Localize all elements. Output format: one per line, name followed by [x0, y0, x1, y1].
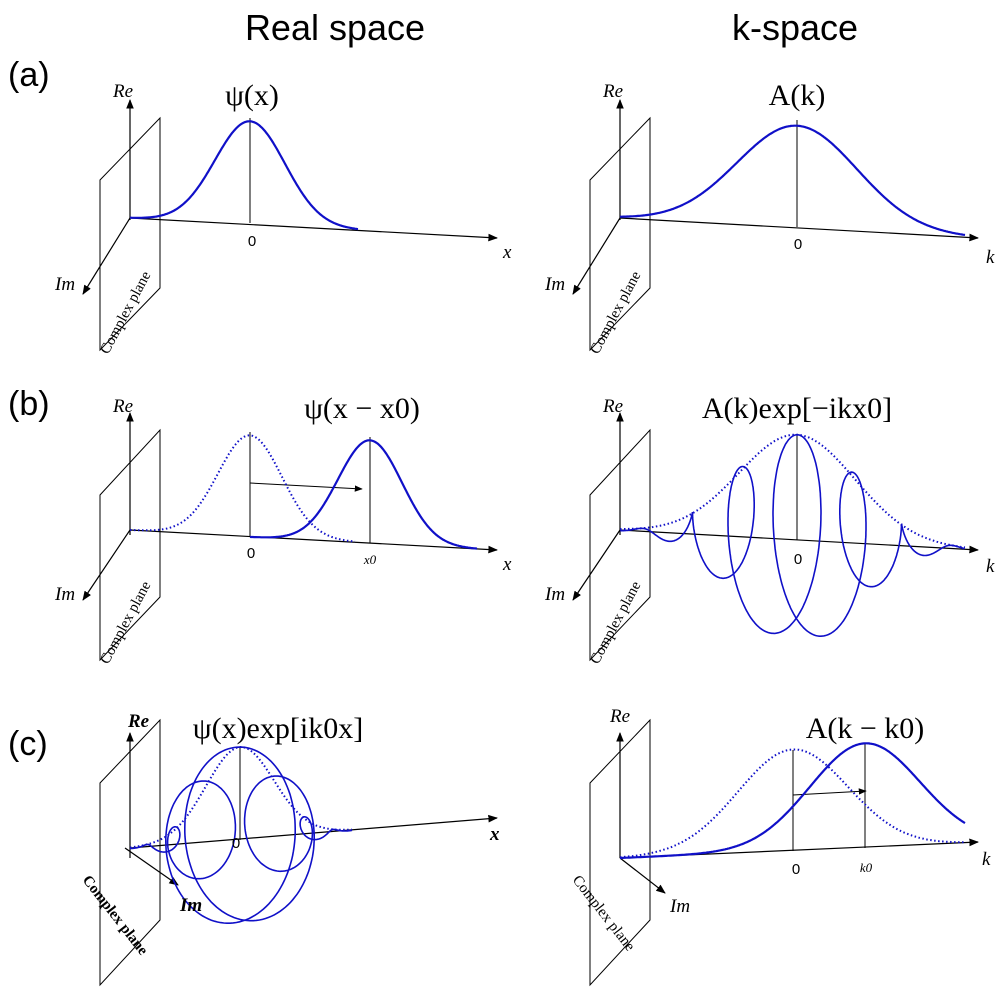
x-label: x [502, 242, 512, 263]
k0-tick: k0 [860, 860, 873, 875]
re-label: Re [602, 81, 623, 102]
panel-a-real-title: ψ(x) [225, 79, 279, 112]
complex-plane [589, 116, 651, 352]
panel-b-k: Re Im k 0 Complex plane A(k)exp[−ikx0] [544, 392, 995, 667]
re-label: Re [112, 81, 133, 102]
a-curve [620, 124, 966, 237]
panel-a-k: Re Im k 0 Complex plane A(k) [544, 79, 995, 357]
psi-curve [130, 120, 359, 231]
x-label: x [489, 824, 500, 845]
x-label: x [502, 554, 512, 575]
complex-plane [99, 428, 161, 662]
im-axis [82, 217, 131, 295]
im-axis [619, 857, 666, 894]
k-space-header: k-space [732, 7, 858, 48]
complex-plane [589, 718, 651, 987]
panel-a-k-title: A(k) [769, 79, 826, 112]
im-label: Im [179, 895, 202, 916]
im-axis [572, 529, 621, 601]
re-label: Re [609, 706, 630, 727]
spiral-curve [620, 433, 965, 637]
im-axis [124, 847, 179, 886]
panel-b-k-title: A(k)exp[−ikx0] [702, 392, 892, 425]
re-label: Re [602, 396, 623, 417]
panel-c-k-title: A(k − k0) [806, 712, 925, 745]
zero-tick: 0 [794, 551, 802, 568]
complex-plane-label: Complex plane [97, 579, 154, 667]
zero-tick: 0 [792, 861, 800, 878]
zero-tick: 0 [247, 545, 255, 562]
im-label: Im [544, 274, 565, 295]
zero-tick: 0 [248, 233, 256, 250]
shifted-packet-curve [620, 742, 966, 860]
zero-tick: 0 [232, 835, 240, 852]
k-axis [619, 217, 979, 242]
x-axis [129, 217, 498, 242]
panel-label-c: (c) [8, 725, 48, 763]
im-label: Im [54, 584, 75, 605]
im-axis [572, 217, 621, 295]
re-label: Re [112, 396, 133, 417]
im-label: Im [544, 584, 565, 605]
complex-plane [589, 428, 651, 662]
panel-c-real: Re Im x 0 Complex plane ψ(x)exp[ik0x] [79, 711, 500, 987]
complex-plane-label: Complex plane [569, 873, 638, 955]
im-axis [82, 529, 131, 601]
re-label: Re [127, 711, 150, 732]
shifted-packet-curve [249, 439, 478, 550]
envelope-dotted [620, 433, 966, 549]
original-packet-dotted [129, 434, 356, 543]
shift-arrow [792, 788, 867, 796]
panel-b-real: Re Im x 0 x0 Complex plane ψ(x − x0) [54, 392, 512, 667]
k-axis [619, 529, 979, 554]
x-axis [129, 529, 498, 554]
panel-label-a: (a) [8, 56, 50, 94]
panel-c-k: Re Im k 0 k0 Complex plane A(k − k0) [569, 706, 991, 987]
im-label: Im [54, 274, 75, 295]
complex-plane-label: Complex plane [587, 579, 644, 667]
shift-arrow [249, 482, 363, 492]
original-packet-dotted [619, 748, 965, 859]
panel-b-real-title: ψ(x − x0) [304, 392, 420, 425]
complex-plane [99, 116, 161, 352]
complex-plane-label: Complex plane [587, 269, 644, 357]
panel-a-real: Re Im x 0 Complex plane ψ(x) [54, 79, 512, 357]
spiral-curve [130, 746, 353, 924]
complex-plane [99, 718, 161, 987]
k-label: k [982, 849, 991, 870]
panel-c-real-title: ψ(x)exp[ik0x] [193, 712, 363, 745]
real-space-header: Real space [245, 7, 425, 48]
complex-plane-label: Complex plane [79, 873, 151, 959]
k-label: k [986, 247, 995, 268]
x0-tick: x0 [363, 552, 377, 567]
zero-tick: 0 [794, 236, 802, 253]
im-label: Im [669, 896, 690, 917]
k-label: k [986, 556, 995, 577]
complex-plane-label: Complex plane [97, 269, 154, 357]
panel-label-b: (b) [8, 385, 50, 423]
